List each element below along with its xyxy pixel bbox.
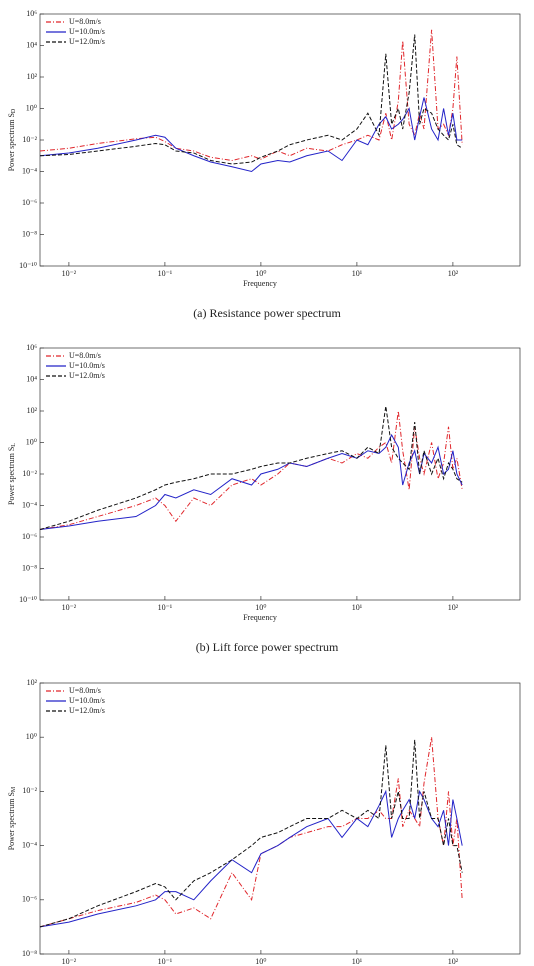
legend-label: U=12.0m/s: [69, 706, 105, 715]
y-axis-label-sub: L: [11, 443, 17, 447]
y-axis-label-main: Power spectrum S: [7, 792, 16, 850]
legend-label: U=8.0m/s: [69, 17, 101, 26]
series-line: [39, 789, 463, 928]
y-tick-label: 10⁻⁶: [22, 895, 37, 904]
series-line: [39, 29, 463, 161]
legend-label: U=10.0m/s: [69, 361, 105, 370]
y-tick-label: 10²: [27, 72, 38, 81]
x-tick-label: 10⁰: [255, 603, 266, 612]
series-line: [39, 410, 463, 530]
x-axis-label: Frequency: [243, 613, 277, 622]
y-tick-label: 10²: [27, 678, 38, 687]
legend-label: U=10.0m/s: [69, 27, 105, 36]
series-line: [39, 737, 463, 928]
y-tick-label: 10⁻¹⁰: [19, 595, 37, 604]
y-axis-label-sub: D: [11, 108, 17, 113]
y-axis-label-main: Power spectrum S: [7, 113, 16, 171]
legend-label: U=8.0m/s: [69, 686, 101, 695]
y-tick-label: 10⁻⁴: [22, 166, 37, 175]
legend-label: U=12.0m/s: [69, 37, 105, 46]
y-tick-label: 10⁻⁶: [22, 532, 37, 541]
y-tick-label: 10⁴: [26, 40, 37, 49]
y-tick-label: 10⁻⁸: [22, 229, 37, 238]
y-tick-label: 10⁻⁴: [22, 840, 37, 849]
series-line: [39, 97, 463, 173]
y-tick-label: 10²: [27, 406, 38, 415]
x-tick-label: 10⁻¹: [158, 603, 173, 612]
y-tick-label: 10⁻²: [22, 135, 37, 144]
series-line: [39, 34, 463, 165]
plot-frame: [39, 682, 521, 955]
series-line: [39, 406, 463, 530]
y-tick-label: 10⁰: [26, 437, 37, 446]
x-tick-label: 10⁻²: [62, 957, 77, 966]
x-tick-label: 10¹: [352, 603, 363, 612]
y-axis-label: Power spectrum SM: [7, 786, 18, 850]
y-tick-label: 10⁰: [26, 732, 37, 741]
y-tick-label: 10⁻²: [22, 786, 37, 795]
y-tick-label: 10⁰: [26, 103, 37, 112]
y-tick-label: 10⁻⁶: [22, 198, 37, 207]
y-tick-label: 10⁻⁴: [22, 500, 37, 509]
x-tick-label: 10⁻¹: [158, 957, 173, 966]
x-tick-label: 10⁻¹: [158, 269, 173, 278]
series-line: [39, 739, 463, 928]
y-tick-label: 10⁻⁸: [22, 949, 37, 958]
legend-label: U=10.0m/s: [69, 696, 105, 705]
y-axis-label-main: Power spectrum S: [7, 447, 16, 505]
y-axis-label: Power spectrum SL: [7, 443, 18, 505]
plot-frame: [39, 347, 521, 601]
legend-label: U=12.0m/s: [69, 371, 105, 380]
x-tick-label: 10⁰: [255, 269, 266, 278]
y-tick-label: 10⁶: [26, 343, 37, 352]
x-tick-label: 10²: [448, 957, 459, 966]
y-tick-label: 10⁻¹⁰: [19, 261, 37, 270]
x-tick-label: 10⁻²: [62, 603, 77, 612]
x-tick-label: 10²: [448, 603, 459, 612]
y-tick-label: 10⁻²: [22, 469, 37, 478]
x-tick-label: 10¹: [352, 269, 363, 278]
y-axis-label-sub: M: [11, 786, 17, 792]
x-tick-label: 10²: [448, 269, 459, 278]
y-axis-label: Power spectrum SD: [7, 108, 18, 171]
legend-label: U=8.0m/s: [69, 351, 101, 360]
y-tick-label: 10⁴: [26, 374, 37, 383]
caption: (b) Lift force power spectrum: [196, 640, 339, 654]
x-tick-label: 10⁰: [255, 957, 266, 966]
x-tick-label: 10¹: [352, 957, 363, 966]
x-axis-label: Frequency: [243, 279, 277, 288]
x-tick-label: 10⁻²: [62, 269, 77, 278]
y-tick-label: 10⁶: [26, 9, 37, 18]
caption: (a) Resistance power spectrum: [193, 306, 341, 320]
y-tick-label: 10⁻⁸: [22, 563, 37, 572]
